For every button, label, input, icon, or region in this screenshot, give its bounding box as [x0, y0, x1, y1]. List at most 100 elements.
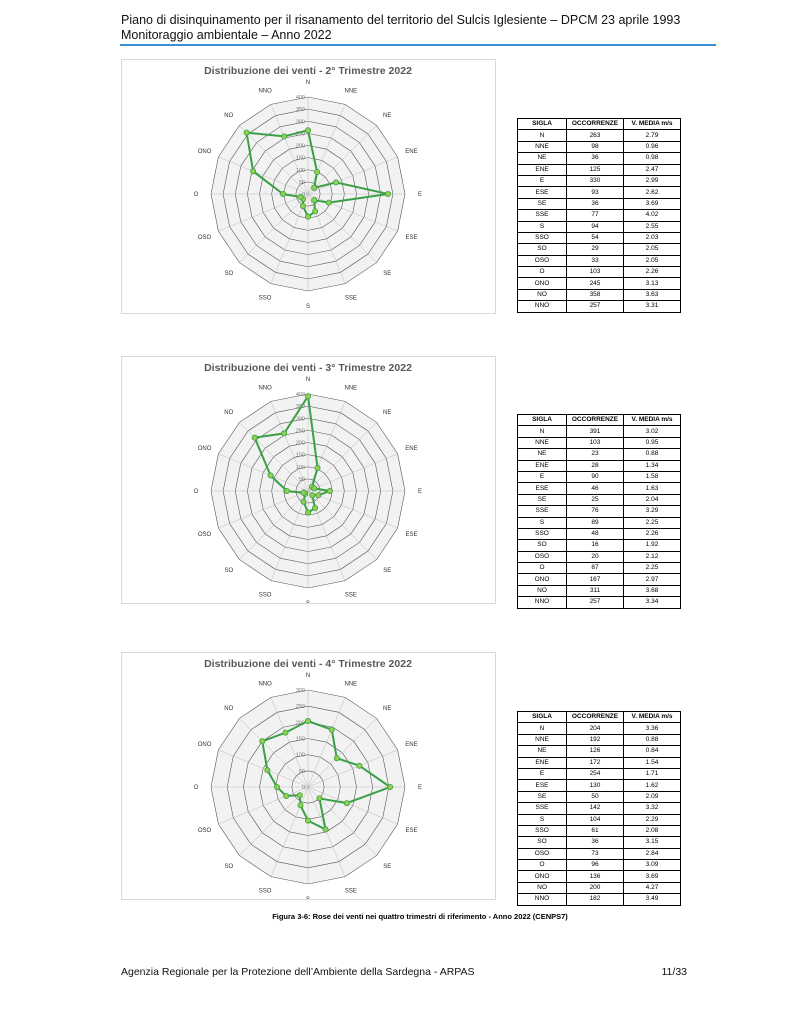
data-table: SIGLA OCCORRENZE V. MEDIA m/s N 263 2.79 NNE 98…: [517, 117, 681, 313]
cell-sigla: SE: [517, 493, 567, 507]
table-row: SO 16 1.92: [517, 539, 681, 552]
direction-label: ENE: [405, 446, 417, 452]
data-point: [304, 213, 311, 220]
table-row: SSE 76 3.29: [517, 505, 681, 518]
table-row: E 90 1.58: [517, 470, 681, 484]
cell-occorrenze: 245: [566, 277, 624, 290]
cell-sigla: NNE: [517, 436, 567, 450]
chart-frame: Distribuzione dei venti - 4° Trimestre 2…: [121, 652, 496, 900]
spoke: [239, 193, 309, 263]
cell-occorrenze: 391: [566, 425, 624, 438]
page-number: 11/33: [661, 966, 688, 978]
cell-occorrenze: 16: [566, 539, 624, 552]
cell-sigla: ENE: [517, 756, 567, 769]
cell-vmedia: 3.29: [623, 505, 681, 518]
cell-sigla: ENE: [517, 163, 567, 176]
cell-occorrenze: 36: [566, 197, 624, 211]
data-point: [304, 718, 311, 725]
table-row: NE 23 0.88: [517, 448, 681, 461]
column-header: OCCORRENZE: [566, 413, 624, 427]
direction-label: SE: [383, 271, 391, 277]
cell-vmedia: 1.34: [623, 459, 681, 472]
cell-sigla: NE: [517, 745, 567, 758]
cell-vmedia: 0.96: [623, 140, 681, 154]
column-header: SIGLA: [517, 117, 567, 131]
chart-frame: Distribuzione dei venti - 2° Trimestre 2…: [121, 59, 496, 314]
cell-sigla: NNO: [517, 893, 567, 906]
cell-vmedia: 0.88: [623, 448, 681, 461]
spoke: [218, 156, 309, 195]
spoke: [307, 453, 398, 492]
direction-label: SE: [383, 864, 391, 870]
cell-vmedia: 2.25: [623, 562, 681, 575]
data-point: [280, 190, 287, 197]
cell-occorrenze: 36: [566, 152, 624, 165]
cell-sigla: NNO: [517, 300, 567, 313]
table-row: OSO 33 2.05: [517, 254, 681, 268]
cell-sigla: SO: [517, 539, 567, 552]
cell-vmedia: 3.49: [623, 893, 681, 906]
cell-sigla: SSO: [517, 824, 567, 838]
table-row: N 391 3.02: [517, 425, 681, 438]
r-tick-label: 150: [296, 737, 305, 743]
data-point: [282, 729, 289, 736]
spoke: [270, 104, 309, 195]
cell-occorrenze: 136: [566, 870, 624, 883]
cell-vmedia: 1.58: [623, 470, 681, 484]
direction-label: ONO: [198, 446, 212, 452]
table-row: ENE 172 1.54: [517, 756, 681, 769]
r-tick-label: 200: [296, 441, 305, 447]
table-row: ONO 136 3.69: [517, 870, 681, 883]
cell-occorrenze: 46: [566, 482, 624, 495]
table-row: OSO 20 2.12: [517, 550, 681, 564]
cell-sigla: E: [517, 470, 567, 484]
r-tick-label: 0: [302, 192, 305, 198]
cell-occorrenze: 167: [566, 573, 624, 586]
direction-label: E: [418, 785, 422, 791]
spoke: [307, 193, 377, 263]
r-tick-label: 100: [296, 753, 305, 759]
table-row: ESE 46 1.63: [517, 482, 681, 495]
spoke: [307, 786, 398, 825]
cell-sigla: S: [517, 813, 567, 826]
table-row: SE 36 3.69: [517, 197, 681, 211]
table-row: NO 311 3.68: [517, 584, 681, 598]
r-tick-label: 100: [296, 168, 305, 174]
r-tick-label: 350: [296, 107, 305, 113]
spoke: [239, 490, 309, 560]
cell-vmedia: 2.25: [623, 516, 681, 529]
data-point: [385, 190, 392, 197]
column-header: SIGLA: [517, 710, 567, 724]
cell-sigla: NE: [517, 448, 567, 461]
cell-sigla: O: [517, 266, 567, 279]
cell-vmedia: 3.68: [623, 584, 681, 598]
cell-sigla: E: [517, 174, 567, 188]
table-row: NNO 257 3.34: [517, 596, 681, 609]
cell-occorrenze: 20: [566, 550, 624, 564]
table-row: N 204 3.36: [517, 722, 681, 735]
table-row: SSO 48 2.26: [517, 527, 681, 541]
direction-label: N: [306, 80, 310, 86]
cell-occorrenze: 25: [566, 493, 624, 507]
direction-label: O: [194, 785, 199, 791]
r-tick-label: 100: [296, 465, 305, 471]
table-row: S 89 2.25: [517, 516, 681, 529]
r-tick-label: 150: [296, 156, 305, 162]
data-point: [316, 795, 323, 802]
data-point: [300, 498, 307, 505]
table-row: O 96 3.09: [517, 859, 681, 872]
cell-occorrenze: 142: [566, 802, 624, 815]
cell-vmedia: 2.99: [623, 174, 681, 188]
cell-occorrenze: 192: [566, 733, 624, 747]
data-point: [264, 767, 271, 774]
cell-vmedia: 4.02: [623, 209, 681, 222]
column-header: SIGLA: [517, 413, 567, 427]
cell-sigla: N: [517, 425, 567, 438]
table-row: NNE 192 0.88: [517, 733, 681, 747]
direction-label: NNO: [258, 682, 272, 688]
direction-label: N: [306, 377, 310, 383]
direction-label: NO: [224, 113, 233, 119]
direction-label: OSO: [198, 828, 212, 834]
data-point: [314, 464, 321, 471]
cell-vmedia: 2.84: [623, 847, 681, 861]
